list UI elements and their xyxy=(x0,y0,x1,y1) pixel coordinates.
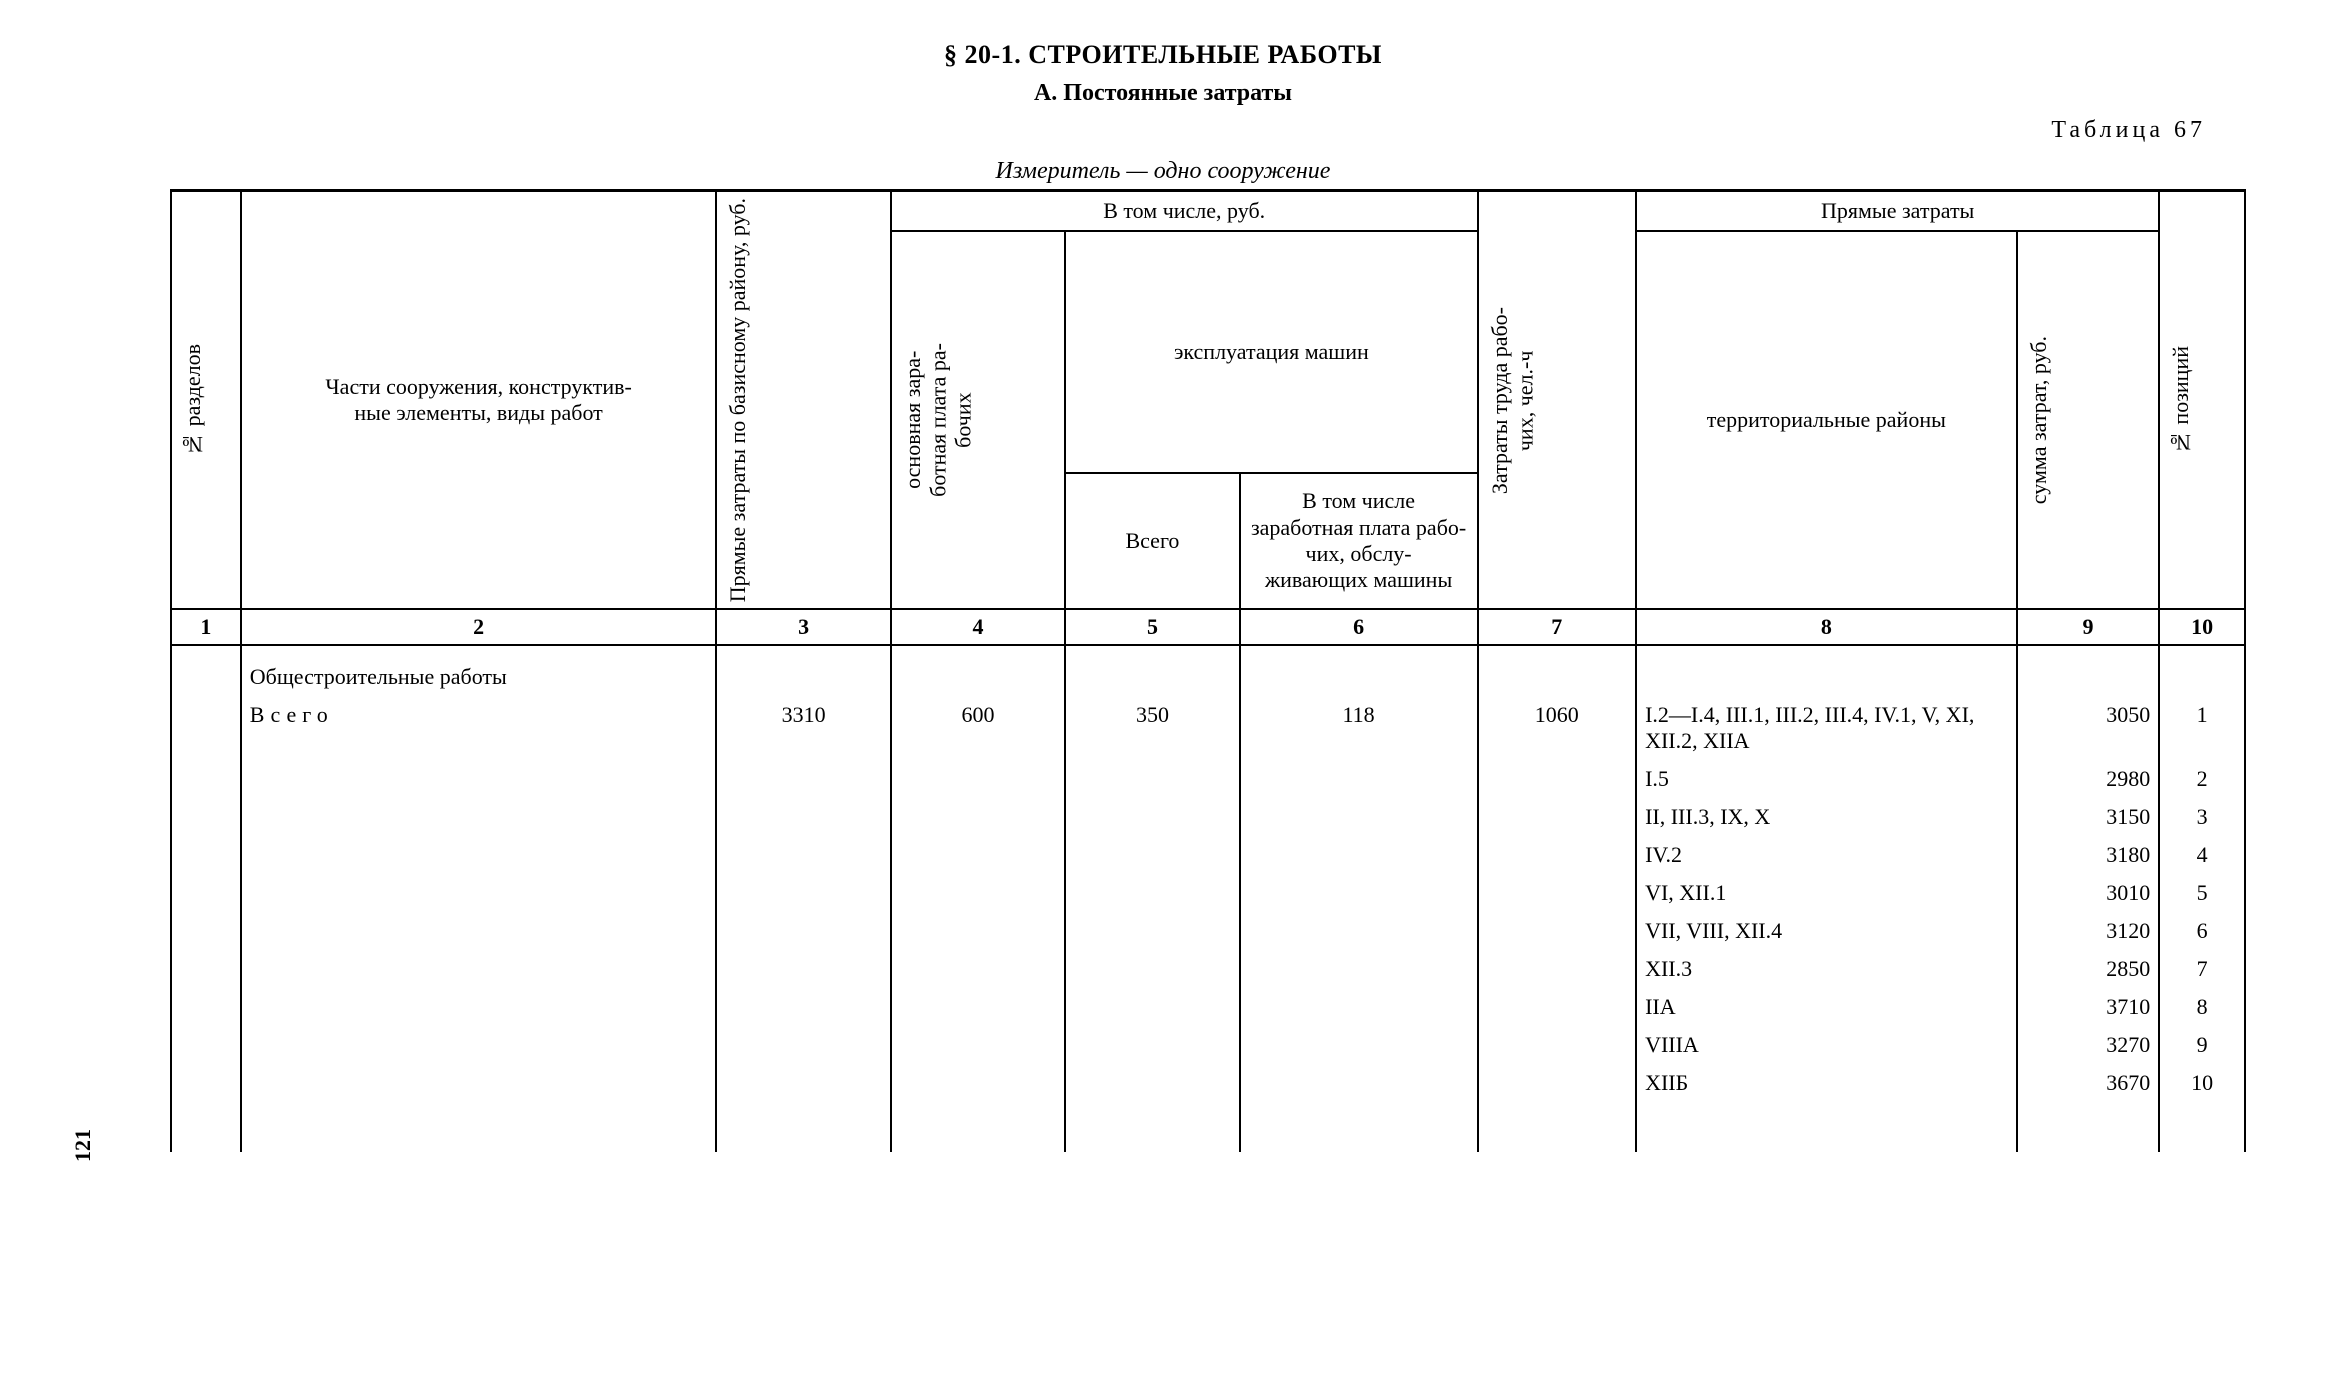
colnum-3: 3 xyxy=(716,609,890,645)
sum-cell: 3270 xyxy=(2017,1026,2160,1064)
table-row: XII.3 2850 7 xyxy=(171,950,2245,988)
cell-c7: 1060 xyxy=(1478,696,1637,760)
table-row: I.5 2980 2 xyxy=(171,760,2245,798)
pos-cell: 2 xyxy=(2159,760,2245,798)
colnum-6: 6 xyxy=(1240,609,1478,645)
cell-c6: 118 xyxy=(1240,696,1478,760)
region-cell: VI, XII.1 xyxy=(1636,874,2017,912)
table-row: Общестроительные работы xyxy=(171,645,2245,696)
table-row: II, III.3, IX, X 3150 3 xyxy=(171,798,2245,836)
sum-cell: 3120 xyxy=(2017,912,2160,950)
region-cell: I.2—I.4, III.1, III.2, III.4, IV.1, V, X… xyxy=(1636,696,2017,760)
table-row: VI, XII.1 3010 5 xyxy=(171,874,2245,912)
table-row: VIIIА 3270 9 xyxy=(171,1026,2245,1064)
header-col-1: № разделов xyxy=(171,191,241,610)
table-row: XIIБ 3670 10 xyxy=(171,1064,2245,1102)
header-col-6: В том числе заработная плата рабо- чих, … xyxy=(1240,473,1478,610)
header-group-machines: эксплуатация машин xyxy=(1065,231,1477,473)
row-label-general: Общестроительные работы xyxy=(241,645,717,696)
sum-cell: 2850 xyxy=(2017,950,2160,988)
cell-c5: 350 xyxy=(1065,696,1239,760)
colnum-8: 8 xyxy=(1636,609,2017,645)
pos-cell: 1 xyxy=(2159,696,2245,760)
header-group-direct-costs: Прямые затраты xyxy=(1636,191,2159,232)
table-row: IV.2 3180 4 xyxy=(171,836,2245,874)
table-row: Всего 3310 600 350 118 1060 I.2—I.4, III… xyxy=(171,696,2245,760)
header-col-5: Всего xyxy=(1065,473,1239,610)
colnum-4: 4 xyxy=(891,609,1065,645)
sum-cell: 3180 xyxy=(2017,836,2160,874)
section-title: § 20-1. СТРОИТЕЛЬНЫЕ РАБОТЫ xyxy=(60,40,2266,70)
pos-cell: 7 xyxy=(2159,950,2245,988)
pos-cell: 6 xyxy=(2159,912,2245,950)
colnum-7: 7 xyxy=(1478,609,1637,645)
header-col-7: Затраты труда рабо- чих, чел.-ч xyxy=(1478,191,1637,610)
pos-cell: 3 xyxy=(2159,798,2245,836)
region-cell: VII, VIII, XII.4 xyxy=(1636,912,2017,950)
pos-cell: 8 xyxy=(2159,988,2245,1026)
header-col-4: основная зара- ботная плата ра- бочих xyxy=(891,231,1065,609)
sum-cell: 3150 xyxy=(2017,798,2160,836)
cell-c4: 600 xyxy=(891,696,1065,760)
pos-cell: 4 xyxy=(2159,836,2245,874)
page-number: 121 xyxy=(70,1129,96,1162)
sum-cell: 3710 xyxy=(2017,988,2160,1026)
cost-table: № разделов Части сооружения, конструктив… xyxy=(170,189,2246,1152)
sum-cell: 2980 xyxy=(2017,760,2160,798)
sum-cell: 3010 xyxy=(2017,874,2160,912)
sum-cell: 3050 xyxy=(2017,696,2160,760)
region-cell: IIА xyxy=(1636,988,2017,1026)
pos-cell: 5 xyxy=(2159,874,2245,912)
region-cell: XIIБ xyxy=(1636,1064,2017,1102)
colnum-5: 5 xyxy=(1065,609,1239,645)
header-col-8: территориальные районы xyxy=(1636,231,2017,609)
region-cell: II, III.3, IX, X xyxy=(1636,798,2017,836)
cell-c3: 3310 xyxy=(716,696,890,760)
header-col-3: Прямые затраты по базисному району, руб. xyxy=(716,191,890,610)
table-row xyxy=(171,1102,2245,1152)
pos-cell: 10 xyxy=(2159,1064,2245,1102)
colnum-1: 1 xyxy=(171,609,241,645)
colnum-9: 9 xyxy=(2017,609,2160,645)
header-col-10: № позиций xyxy=(2159,191,2245,610)
colnum-2: 2 xyxy=(241,609,717,645)
subsection-title: А. Постоянные затраты xyxy=(60,80,2266,107)
region-cell: VIIIА xyxy=(1636,1026,2017,1064)
sum-cell: 3670 xyxy=(2017,1064,2160,1102)
table-row: IIА 3710 8 xyxy=(171,988,2245,1026)
table-row: VII, VIII, XII.4 3120 6 xyxy=(171,912,2245,950)
colnum-10: 10 xyxy=(2159,609,2245,645)
region-cell: IV.2 xyxy=(1636,836,2017,874)
meter-caption: Измеритель — одно сооружение xyxy=(60,158,2266,185)
region-cell: XII.3 xyxy=(1636,950,2017,988)
row-label-total: Всего xyxy=(241,696,717,760)
table-reference: Таблица 67 xyxy=(60,117,2206,144)
pos-cell: 9 xyxy=(2159,1026,2245,1064)
header-group-including: В том числе, руб. xyxy=(891,191,1478,232)
header-col-2: Части сооружения, конструктив- ные элеме… xyxy=(241,191,717,610)
header-col-9: сумма затрат, руб. xyxy=(2017,231,2160,609)
region-cell: I.5 xyxy=(1636,760,2017,798)
